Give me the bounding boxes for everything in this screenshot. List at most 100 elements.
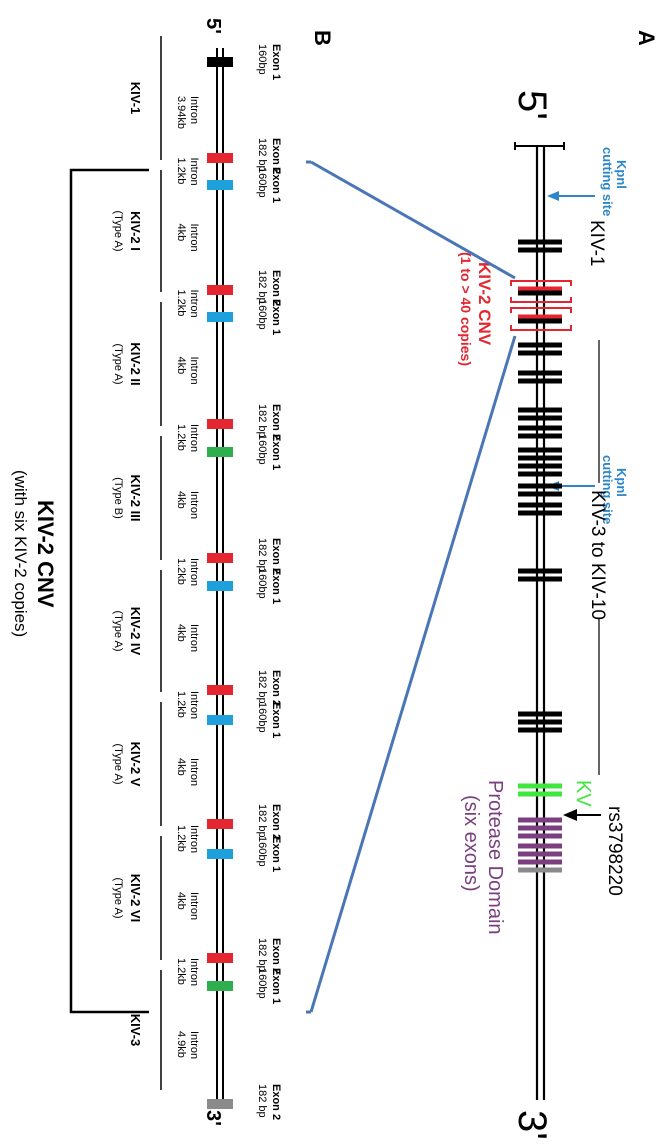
panel-a-exon-bar xyxy=(518,783,562,789)
panel-a-exon-bar xyxy=(518,433,562,439)
panel-b-exon1-bar xyxy=(207,180,233,190)
panel-b-exon2-bar xyxy=(207,553,233,563)
panel-a-exon-bar xyxy=(518,247,562,253)
intron-short-label: Intron xyxy=(188,424,200,452)
segment-name: KIV-1 xyxy=(128,82,143,115)
exon2-label: Exon 2 xyxy=(270,404,282,440)
exon1-size: 160bp xyxy=(256,836,268,867)
segment-name: KIV-2 III xyxy=(128,475,143,522)
segment-name: KIV-2 V xyxy=(128,742,143,787)
exon1-label: Exon 1 xyxy=(270,434,282,470)
panel-b-cnv-sub: (with six KIV-2 copies) xyxy=(11,470,30,637)
panel-a-exon-bar xyxy=(518,483,562,489)
intron-label: Intron xyxy=(188,491,200,519)
panel-b-exon1-bar xyxy=(207,581,233,591)
panel-a-exon-bar xyxy=(518,342,562,348)
panel-a-exon-bar xyxy=(518,491,562,497)
intron-size: 4kb xyxy=(175,758,187,776)
panel-b-exon1-bar xyxy=(207,849,233,859)
panel-b-exon2-bar xyxy=(207,285,233,295)
rs-arrowhead xyxy=(563,809,577,821)
exon2-label: Exon 2 xyxy=(270,538,282,574)
panel-a-exon-bar xyxy=(518,843,562,849)
panel-b-exon2-bar xyxy=(207,419,233,429)
exon1-label: Exon 1 xyxy=(270,299,282,335)
cnv-bracket-right-2 xyxy=(510,325,572,331)
exon2-size: 182 bp xyxy=(256,404,268,438)
intron-size: 4kb xyxy=(175,491,187,509)
panel-a-exon-bar xyxy=(518,447,562,453)
kpnl-1-arrowhead xyxy=(547,191,559,201)
exon1-label: Exon 1 xyxy=(270,167,282,203)
exon1-label: Exon 1 xyxy=(270,836,282,872)
panel-b-exons xyxy=(207,57,233,1109)
segment-type: (Type A) xyxy=(112,878,124,919)
connector-left xyxy=(310,160,516,280)
intron-label: Intron xyxy=(188,357,200,385)
panel-a-exon-bar xyxy=(518,286,562,292)
panel-a-exon-bar xyxy=(518,859,562,865)
panel-a-exon-bar xyxy=(518,833,562,839)
panel-a-exon-bar xyxy=(518,851,562,857)
panel-a-exon-bar xyxy=(518,415,562,421)
intron-short-size: 1.2kb xyxy=(175,825,187,852)
panel-a-exon-bar xyxy=(518,463,562,469)
panel-a-exon-bar xyxy=(518,455,562,461)
segment-type: (Type A) xyxy=(112,344,124,385)
panel-b-exon1-bar xyxy=(207,447,233,457)
kiv1-label: KIV-1 xyxy=(586,220,607,266)
kpnl-2-line1: Kpnl xyxy=(614,468,629,497)
intron-short-label: Intron xyxy=(188,158,200,186)
intron-size: 4kb xyxy=(175,224,187,242)
panel-a-exon-bar xyxy=(518,825,562,831)
panel-a-exon-bar xyxy=(518,318,562,324)
panel-a-exon-bar xyxy=(518,239,562,245)
intron-short-size: 1.2kb xyxy=(175,558,187,585)
panel-b-label: B xyxy=(310,30,335,46)
protease-domain-label: Protease Domain xyxy=(484,780,506,935)
exon2-size: 182 bp xyxy=(256,804,268,838)
intron-label: Intron xyxy=(188,624,200,652)
exon2-label: Exon 2 xyxy=(270,138,282,174)
cnv-brackets xyxy=(510,280,572,331)
panel-b-segments: KIV-1 KIV-2 I (Type A) KIV-2 II (Type A) KIV-… xyxy=(112,36,162,1090)
exon2-label: Exon 2 xyxy=(270,270,282,306)
intron-short-label: Intron xyxy=(188,958,200,986)
exon2-size: 182 bp xyxy=(256,270,268,304)
rotated-figure: A 5' 3' Kpnl cutting site xyxy=(11,18,659,1140)
exon1-size: 160bp xyxy=(256,702,268,733)
segment-name: KIV-3 xyxy=(128,1014,143,1047)
panel-a-exon-bar xyxy=(518,314,562,320)
kpnl-1-line2: cutting site xyxy=(600,147,615,216)
exon2-size: 182 bp xyxy=(256,138,268,172)
protease-exons-label: (six exons) xyxy=(460,795,482,892)
panel-b-exon2-bar xyxy=(207,153,233,163)
panel-a-exon-bar xyxy=(518,576,562,582)
kv-label: KV xyxy=(572,780,594,807)
exon1-size: 160bp xyxy=(256,968,268,999)
intron-label: Intron xyxy=(188,96,200,124)
kpnl-2-line2: cutting site xyxy=(600,455,615,524)
panel-a-label: A xyxy=(634,30,659,46)
exon2-size: 182 bp xyxy=(256,538,268,572)
kiv3-10-label: KIV-3 to KIV-10 xyxy=(587,490,608,620)
intron-label: Intron xyxy=(188,1031,200,1059)
exon2-label: Exon 2 xyxy=(270,938,282,974)
panel-a-exon-bar xyxy=(518,719,562,725)
panel-b-exon2-bar xyxy=(207,1099,233,1109)
panel-a-exon-bar xyxy=(518,727,562,733)
panel-a-exon-bar xyxy=(518,817,562,823)
exon2-label: Exon 2 xyxy=(270,1084,282,1120)
panel-a-exon-bar xyxy=(518,791,562,797)
panel-b-cnv-title: KIV-2 CNV xyxy=(33,500,58,608)
cnv-bracket-left-2 xyxy=(510,307,572,313)
intron-short-size: 1.2kb xyxy=(175,958,187,985)
zoom-connectors xyxy=(306,160,517,1014)
panel-a-exon-bar xyxy=(518,425,562,431)
kpnl-site-1: Kpnl cutting site xyxy=(547,147,629,216)
exon2-size: 182 bp xyxy=(256,1084,268,1118)
exon1-size: 160bp xyxy=(256,568,268,599)
